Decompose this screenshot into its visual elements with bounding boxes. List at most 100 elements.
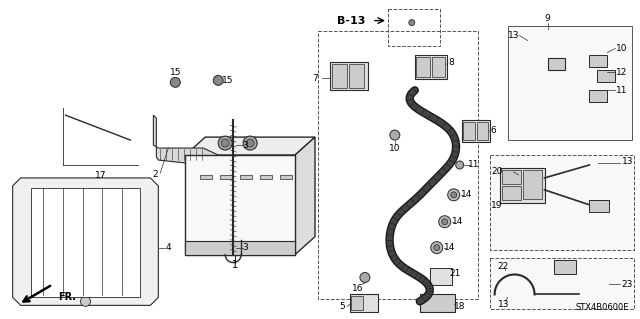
Circle shape [598,72,606,80]
Polygon shape [154,115,220,168]
Circle shape [451,192,457,198]
Text: 14: 14 [461,190,472,199]
Circle shape [588,158,598,168]
Polygon shape [186,137,315,155]
Bar [463,122,475,140]
Bar [260,175,272,179]
Bar [332,64,347,88]
Circle shape [170,78,180,87]
Text: 4: 4 [166,243,171,252]
Text: 14: 14 [452,217,463,226]
Bar [522,170,541,199]
Circle shape [360,272,370,282]
Text: 3: 3 [243,141,248,150]
Bar [477,122,488,140]
Bar [240,175,252,179]
Circle shape [390,130,400,140]
Text: 5: 5 [339,302,345,311]
Text: 3: 3 [243,243,248,252]
Circle shape [246,139,254,147]
Bar [186,155,295,255]
Text: 6: 6 [491,126,497,135]
Bar [461,120,490,142]
Text: 23: 23 [621,280,633,289]
Circle shape [221,139,229,147]
Bar [388,9,440,47]
Bar [318,31,477,300]
Circle shape [439,216,451,228]
Text: 7: 7 [312,74,318,83]
Circle shape [431,241,443,254]
Bar [508,26,632,140]
Text: 12: 12 [616,68,627,77]
Text: 14: 14 [444,243,456,252]
Text: 13: 13 [621,158,633,167]
Bar [547,58,566,70]
Text: 17: 17 [95,171,106,181]
Circle shape [504,267,515,277]
Text: 8: 8 [449,58,454,67]
Bar [415,56,447,79]
Text: 22: 22 [498,262,509,271]
Text: 18: 18 [454,302,465,311]
Text: 13: 13 [508,31,519,40]
Text: 15: 15 [170,68,181,77]
Bar [554,260,577,273]
Circle shape [442,219,448,225]
Circle shape [434,245,440,251]
Bar [597,70,615,82]
Bar [31,188,140,297]
Bar [420,294,454,312]
Text: STX4B0600E: STX4B0600E [576,303,629,312]
Bar [350,294,378,312]
Bar [490,257,634,309]
Bar [502,186,520,200]
Circle shape [409,19,415,26]
Bar [200,175,212,179]
Bar [330,63,368,90]
Circle shape [591,57,598,65]
Bar [220,175,232,179]
Bar [589,56,607,67]
Circle shape [577,264,586,274]
Circle shape [81,296,90,306]
Bar [349,64,364,88]
Bar [280,175,292,179]
Text: 11: 11 [468,160,479,169]
Circle shape [218,136,232,150]
Circle shape [504,280,515,290]
Text: 10: 10 [389,144,401,152]
Bar [490,155,634,249]
Circle shape [243,136,257,150]
Polygon shape [13,178,158,305]
Bar [186,241,295,255]
Bar [589,90,607,102]
Bar [430,268,452,286]
Bar [502,170,520,184]
Text: 15: 15 [223,76,234,85]
Text: FR.: FR. [59,293,77,302]
Polygon shape [295,137,315,255]
Circle shape [506,168,513,176]
Text: 21: 21 [449,269,460,278]
Bar [416,57,430,78]
Text: 1: 1 [232,260,238,270]
Text: 13: 13 [498,300,509,309]
Text: B-13: B-13 [337,16,365,26]
Text: 11: 11 [616,86,627,95]
Circle shape [552,54,561,63]
Bar [589,200,609,212]
Text: 19: 19 [491,201,502,210]
Circle shape [456,161,464,169]
Circle shape [213,75,223,85]
Circle shape [506,182,513,190]
Circle shape [591,92,598,100]
Bar [351,296,363,310]
Text: 16: 16 [352,284,364,293]
Bar [500,168,545,203]
Text: 9: 9 [545,14,550,23]
Text: 10: 10 [616,44,627,53]
Circle shape [448,189,460,201]
Text: 2: 2 [152,170,158,179]
Text: 20: 20 [491,167,502,176]
